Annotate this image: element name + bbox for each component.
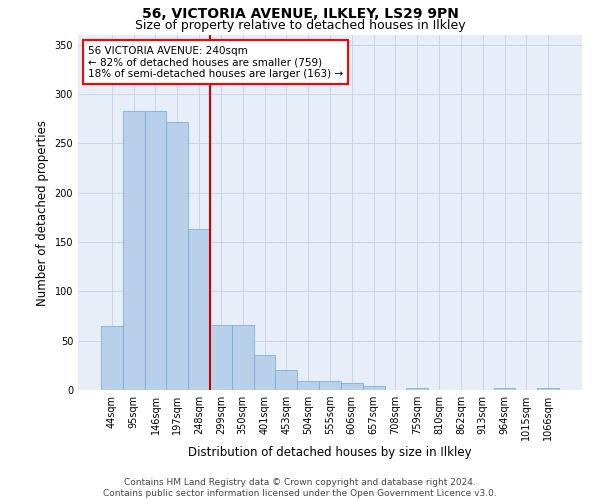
Bar <box>297 381 319 390</box>
Bar <box>341 383 363 390</box>
Text: Contains HM Land Registry data © Crown copyright and database right 2024.
Contai: Contains HM Land Registry data © Crown c… <box>103 478 497 498</box>
Bar <box>101 326 123 390</box>
Text: Size of property relative to detached houses in Ilkley: Size of property relative to detached ho… <box>134 19 466 32</box>
Bar <box>188 230 210 390</box>
Bar <box>275 370 297 390</box>
Bar <box>363 386 385 390</box>
Bar <box>123 111 145 390</box>
Bar <box>254 354 275 390</box>
X-axis label: Distribution of detached houses by size in Ilkley: Distribution of detached houses by size … <box>188 446 472 459</box>
Bar <box>210 325 232 390</box>
Bar <box>406 388 428 390</box>
Bar <box>166 122 188 390</box>
Text: 56 VICTORIA AVENUE: 240sqm
← 82% of detached houses are smaller (759)
18% of sem: 56 VICTORIA AVENUE: 240sqm ← 82% of deta… <box>88 46 343 79</box>
Bar <box>494 388 515 390</box>
Bar <box>145 111 166 390</box>
Text: 56, VICTORIA AVENUE, ILKLEY, LS29 9PN: 56, VICTORIA AVENUE, ILKLEY, LS29 9PN <box>142 8 458 22</box>
Y-axis label: Number of detached properties: Number of detached properties <box>36 120 49 306</box>
Bar <box>537 388 559 390</box>
Bar <box>319 381 341 390</box>
Bar <box>232 325 254 390</box>
